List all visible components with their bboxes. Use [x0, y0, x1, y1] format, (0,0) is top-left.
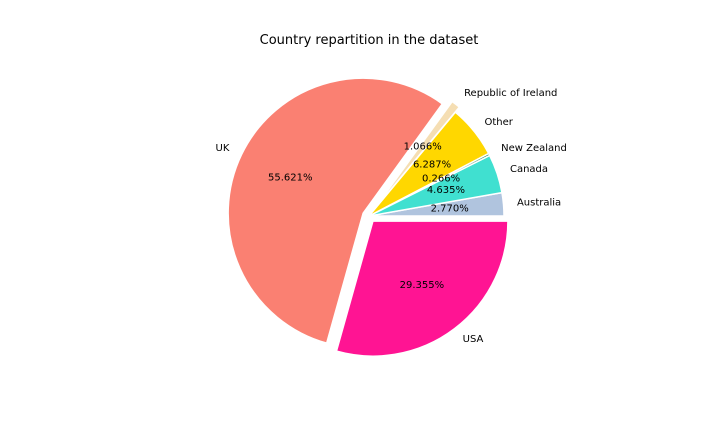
slice-percent-australia: 2.770%	[431, 203, 469, 214]
slice-percent-new-zealand: 0.266%	[422, 174, 460, 185]
slice-label-australia: Australia	[517, 198, 561, 209]
slice-percent-republic-of-ireland: 1.066%	[404, 141, 442, 152]
slice-percent-canada: 4.635%	[427, 185, 465, 196]
slice-label-usa: USA	[463, 334, 484, 345]
slice-label-other: Other	[485, 117, 514, 128]
slice-label-republic-of-ireland: Republic of Ireland	[464, 88, 557, 99]
slice-percent-uk: 55.621%	[268, 172, 313, 183]
slice-label-new-zealand: New Zealand	[501, 143, 567, 154]
slice-percent-other: 6.287%	[413, 160, 451, 171]
pie-slice-usa	[335, 220, 509, 357]
pie-slice-republic-of-ireland	[372, 100, 461, 212]
pie-labels: Australia 2.770% Canada 4.635% New Zealand 0.…	[216, 88, 567, 345]
pie-wedges	[227, 77, 509, 357]
slice-percent-usa: 29.355%	[400, 280, 445, 291]
pie-slice-uk	[227, 77, 444, 344]
chart-title: Country repartition in the dataset	[259, 33, 479, 48]
slice-label-canada: Canada	[510, 164, 548, 175]
slice-label-uk: UK	[216, 143, 230, 154]
